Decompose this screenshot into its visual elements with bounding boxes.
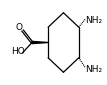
Text: HO: HO bbox=[11, 46, 24, 56]
Polygon shape bbox=[32, 41, 48, 44]
Text: O: O bbox=[16, 23, 23, 32]
Text: NH₂: NH₂ bbox=[85, 16, 103, 25]
Text: NH₂: NH₂ bbox=[85, 65, 103, 74]
